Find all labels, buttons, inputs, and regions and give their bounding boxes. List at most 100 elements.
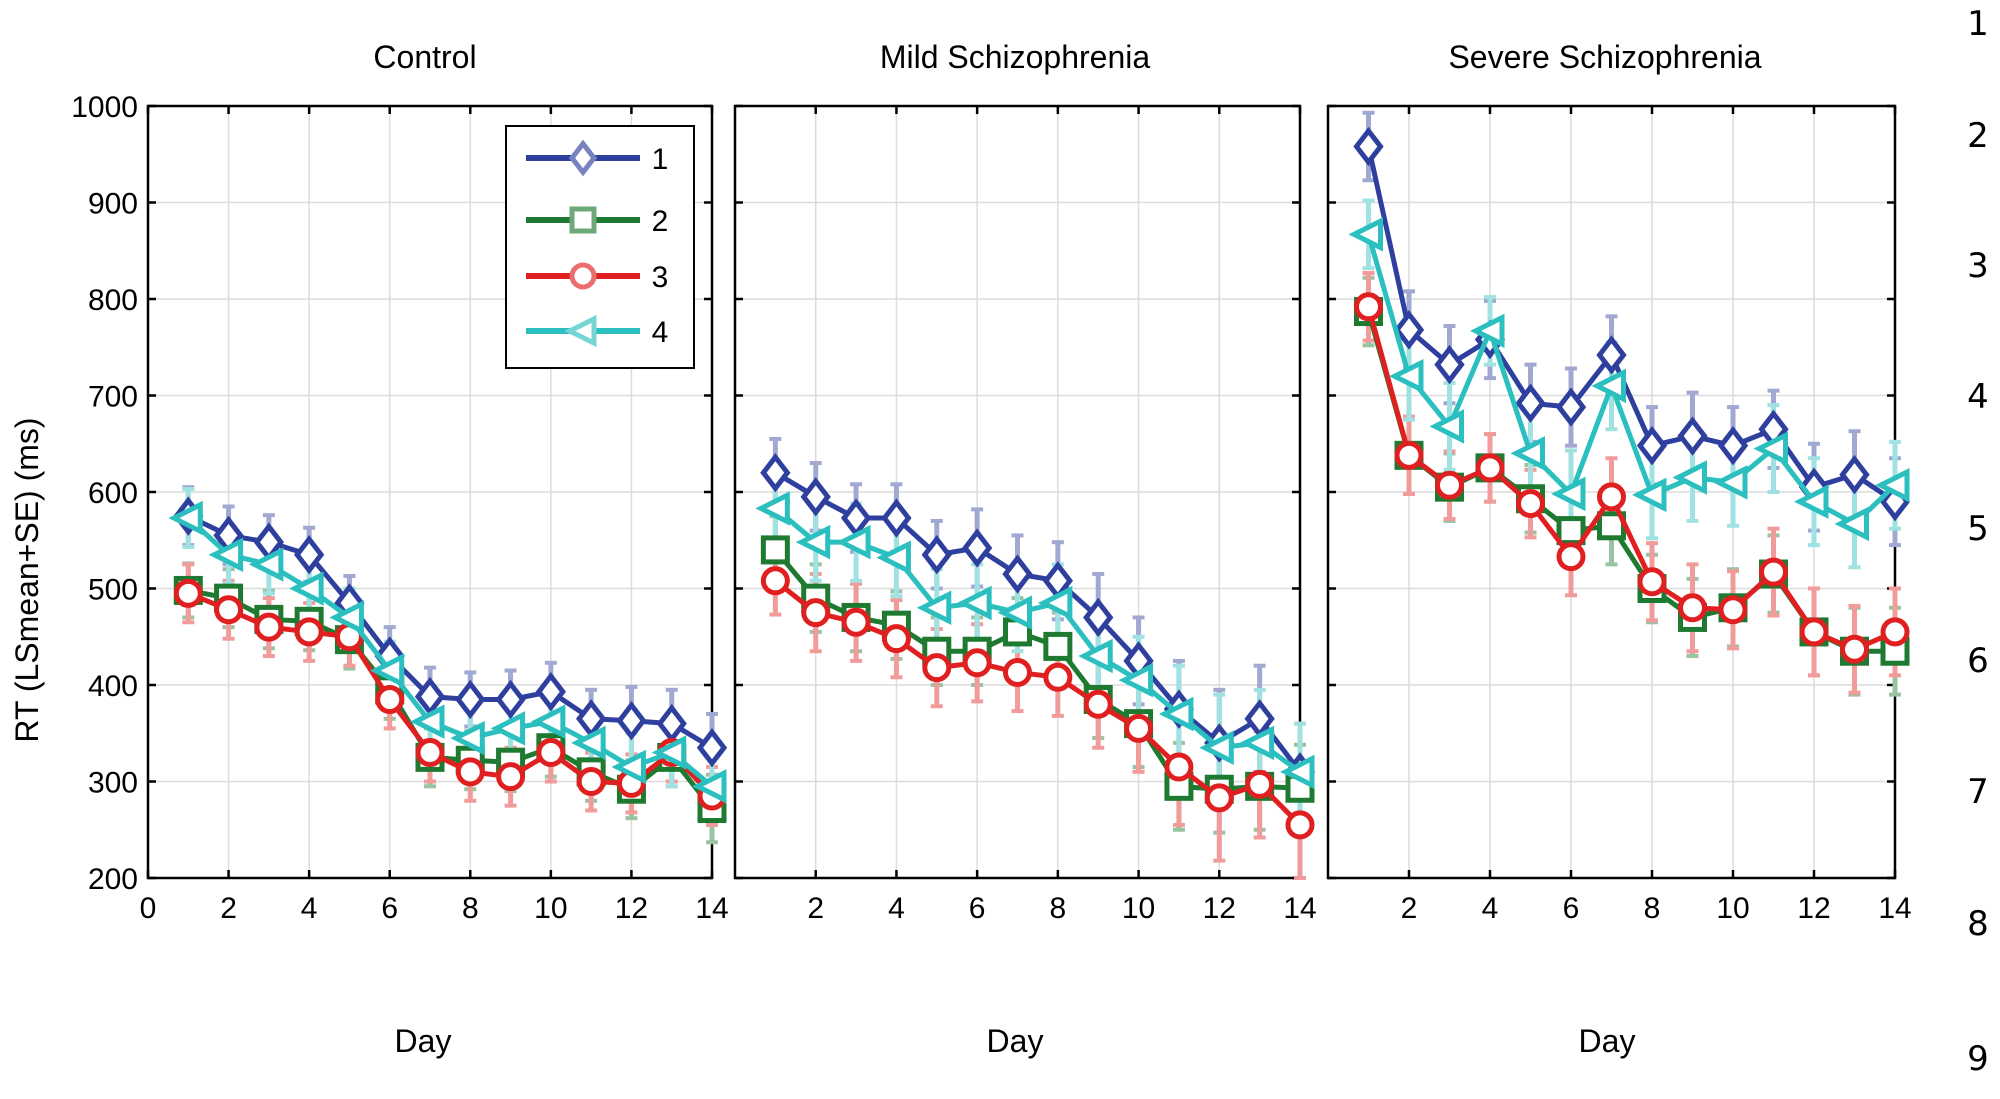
data-point <box>1394 440 1424 470</box>
data-point <box>881 498 912 538</box>
data-point <box>616 701 647 741</box>
data-point <box>1003 657 1032 687</box>
data-point <box>1124 713 1154 743</box>
data-point <box>1435 470 1464 500</box>
side-labels: 1 2 3 4 5 6 7 8 9 <box>1967 4 1989 1079</box>
data-point <box>1158 696 1194 732</box>
data-point <box>651 735 687 770</box>
data-point <box>1083 597 1114 638</box>
data-point <box>1393 310 1425 350</box>
y-tick-label: 500 <box>88 574 138 607</box>
data-point <box>1083 689 1113 719</box>
data-point <box>611 749 646 785</box>
data-point <box>1880 617 1910 647</box>
data-point <box>1834 506 1869 542</box>
x-tick-label: 10 <box>534 892 567 925</box>
series-1 <box>173 496 728 768</box>
data-point <box>208 537 244 572</box>
data-point <box>1470 313 1505 349</box>
data-point <box>1717 425 1749 466</box>
data-point <box>1556 516 1586 546</box>
data-point <box>1043 631 1073 661</box>
panel-severe-schizophrenia: 2 4 6 8 10 12 14 <box>1326 104 1912 925</box>
data-point <box>168 500 203 536</box>
data-point <box>1637 567 1667 597</box>
data-point <box>294 617 324 647</box>
x-tick-label: 2 <box>1401 892 1418 925</box>
data-point <box>755 491 790 526</box>
x-tick-label: 12 <box>1203 892 1236 925</box>
data-point <box>1759 557 1788 587</box>
data-point <box>795 524 831 560</box>
legend-label-4: 4 <box>652 316 669 349</box>
data-point <box>1078 638 1113 674</box>
data-point <box>1632 477 1667 513</box>
side-label: 3 <box>1967 246 1989 286</box>
legend-marker-3 <box>569 262 597 290</box>
data-point <box>535 672 567 712</box>
data-point <box>1636 425 1668 466</box>
data-point <box>1678 593 1707 623</box>
y-tick-label: 300 <box>88 767 138 800</box>
data-point <box>1199 730 1234 765</box>
x-tick-label: 14 <box>1878 892 1911 925</box>
data-point <box>997 595 1032 630</box>
data-point <box>214 595 244 625</box>
data-point <box>841 607 871 637</box>
data-point <box>536 738 566 768</box>
data-point <box>254 612 284 642</box>
data-point <box>1515 383 1546 423</box>
series-3 <box>173 578 727 811</box>
y-tick-label: 800 <box>88 284 138 317</box>
side-label: 9 <box>1967 1039 1989 1079</box>
data-point <box>455 757 485 787</box>
legend-marker-4 <box>564 314 597 348</box>
side-label: 7 <box>1967 772 1989 812</box>
data-point <box>962 648 992 678</box>
data-point <box>1799 617 1829 647</box>
data-point <box>1434 344 1465 385</box>
data-point <box>876 540 911 575</box>
data-point <box>530 704 566 739</box>
data-point <box>1118 662 1154 698</box>
data-point <box>1555 387 1587 427</box>
data-point <box>922 653 952 683</box>
data-point <box>1516 489 1545 519</box>
data-point <box>1591 368 1626 404</box>
x-tick-label: 2 <box>807 892 824 925</box>
data-point <box>1672 460 1707 495</box>
data-point <box>1285 810 1315 840</box>
data-point <box>1840 634 1869 664</box>
data-point <box>450 720 485 756</box>
x-tick-label: 14 <box>1283 892 1316 925</box>
data-point <box>760 452 791 493</box>
data-point <box>1677 416 1708 456</box>
series-4 <box>168 500 727 804</box>
series-3 <box>760 566 1315 840</box>
x-tick-label: 6 <box>969 892 986 925</box>
data-point <box>1389 358 1424 394</box>
side-label: 6 <box>1967 641 1989 681</box>
x-tick-label: 4 <box>301 892 318 925</box>
data-point <box>1353 126 1384 167</box>
panel-title-control: Control <box>373 39 476 75</box>
x-tick-label: 6 <box>381 892 398 925</box>
legend-marker-1 <box>568 139 598 177</box>
y-axis-title: RT (LSmean+SE) (ms) <box>9 417 45 742</box>
y-tick-label: 900 <box>88 188 138 221</box>
data-point <box>881 624 911 654</box>
x-tick-label: 12 <box>1797 892 1830 925</box>
data-point <box>293 535 325 575</box>
data-point <box>173 578 203 608</box>
data-point <box>1713 465 1748 500</box>
panel-title-mild: Mild Schizophrenia <box>880 39 1151 75</box>
side-label: 5 <box>1967 509 1989 549</box>
data-point <box>496 762 526 792</box>
data-point <box>248 547 284 582</box>
x-tick-label: 12 <box>615 892 648 925</box>
x-tick-label: 4 <box>1482 892 1499 925</box>
data-point <box>836 524 871 560</box>
data-point <box>1043 662 1073 692</box>
